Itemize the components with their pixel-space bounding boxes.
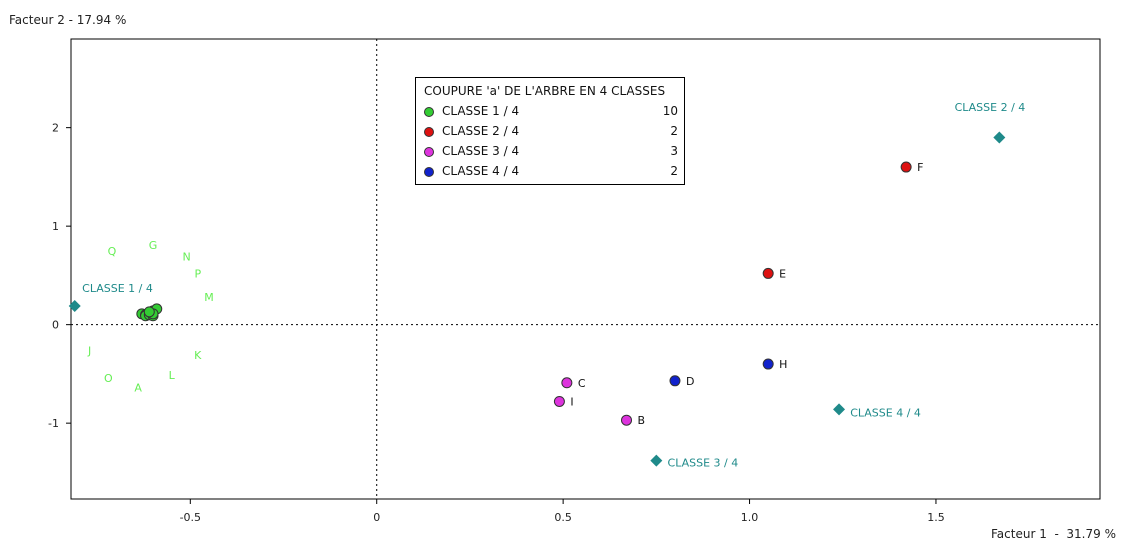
legend-label: CLASSE 2 / 4 [442,124,520,138]
legend-count: 10 [662,104,678,118]
data-point [553,395,565,407]
legend-label: CLASSE 4 / 4 [442,164,520,178]
point-label: C [578,377,586,390]
legend-marker [424,127,434,137]
legend-marker [424,147,434,157]
centroid-marker [993,131,1006,144]
legend-entry: CLASSE 3 / 4 3 [424,144,682,160]
point-label: L [169,369,176,382]
data-point [561,377,573,389]
point-label: Q [108,245,117,258]
point-label: H [779,358,787,371]
y-tick-label: -1 [48,417,59,430]
x-axis-title: Facteur 1 - 31.79 % [991,527,1116,541]
y-tick-label: 0 [52,319,59,332]
y-tick-label: 2 [52,122,59,135]
point-label: P [194,267,201,280]
legend: COUPURE 'a' DE L'ARBRE EN 4 CLASSES CLAS… [415,77,685,185]
point-label: O [104,372,113,385]
data-point [669,375,681,387]
data-point [143,306,155,318]
legend-title: COUPURE 'a' DE L'ARBRE EN 4 CLASSES [424,84,666,98]
centroid-marker [650,454,663,467]
centroid-marker [833,403,846,416]
centroid-label: CLASSE 3 / 4 [668,457,739,470]
legend-marker [424,167,434,177]
centroid-label: CLASSE 2 / 4 [955,101,1026,114]
legend-entry: CLASSE 4 / 4 2 [424,164,682,180]
centroid-marker [68,299,81,312]
data-point [762,358,774,370]
legend-label: CLASSE 3 / 4 [442,144,520,158]
data-point [900,161,912,173]
legend-count: 3 [670,144,678,158]
point-label: E [779,267,786,280]
x-tick-label: 1.5 [927,511,945,524]
point-label: I [570,395,573,408]
point-label: F [917,161,923,174]
legend-entry: CLASSE 2 / 4 2 [424,124,682,140]
data-point [621,414,633,426]
point-label: A [134,382,142,395]
legend-count: 2 [670,164,678,178]
point-label: J [87,344,91,357]
legend-label: CLASSE 1 / 4 [442,104,520,118]
legend-count: 2 [670,124,678,138]
y-axis-title: Facteur 2 - 17.94 % [9,13,127,27]
legend-marker [424,107,434,117]
x-tick-label: 0 [373,511,380,524]
point-label: K [194,349,202,362]
data-point [762,267,774,279]
point-label: G [149,239,158,252]
point-label: N [182,251,190,264]
legend-entry: CLASSE 1 / 4 10 [424,104,682,120]
point-label: D [686,375,694,388]
x-tick-label: 1.0 [741,511,759,524]
point-label: M [204,291,214,304]
plot-frame [70,38,1101,500]
centroid-label: CLASSE 4 / 4 [850,406,921,419]
y-tick-label: 1 [52,220,59,233]
point-label: B [638,414,646,427]
x-tick-label: -0.5 [180,511,201,524]
centroid-label: CLASSE 1 / 4 [82,282,153,295]
x-tick-label: 0.5 [554,511,572,524]
